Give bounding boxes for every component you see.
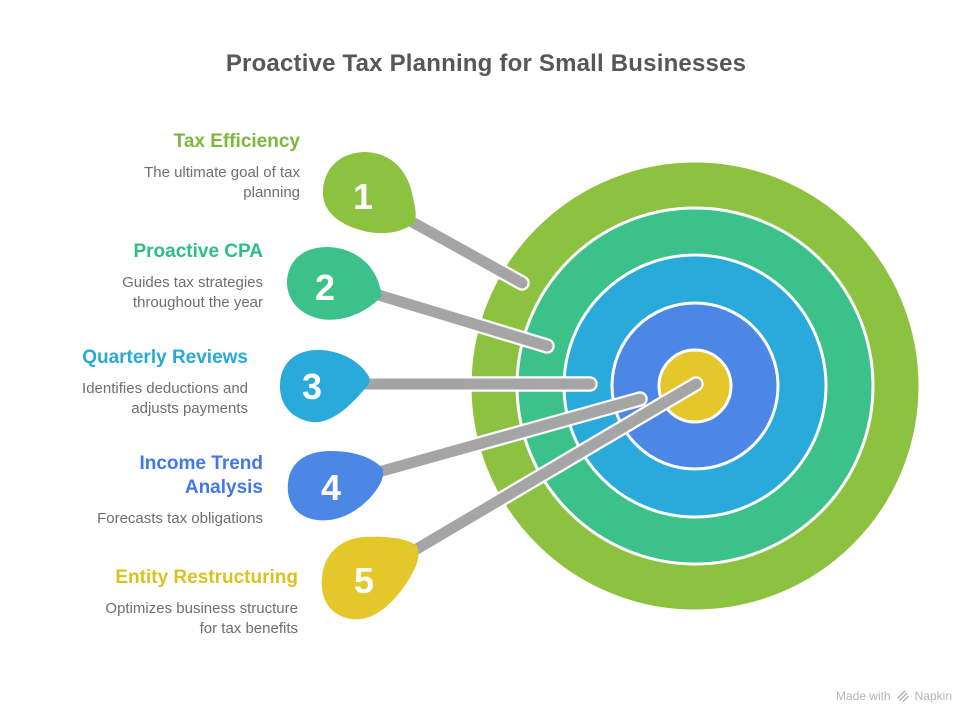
- item-5-description: Optimizes business structure for tax ben…: [105, 599, 298, 639]
- connector-line-5: [404, 378, 702, 559]
- text-line: planning: [243, 184, 300, 201]
- text-line: adjusts payments: [131, 400, 248, 417]
- item-3-quarterly-reviews: Quarterly Reviews Identifies deductions …: [82, 346, 248, 419]
- marker-number-2: 2: [315, 267, 335, 308]
- item-4-title: Income Trend Analysis: [97, 452, 263, 500]
- marker-number-3: 3: [302, 366, 322, 407]
- item-2-title: Proactive CPA: [122, 240, 263, 264]
- connector-line-2: [366, 287, 553, 352]
- text-line: Analysis: [184, 477, 263, 498]
- text-line: Proactive CPA: [133, 241, 263, 262]
- item-1-title: Tax Efficiency: [144, 130, 300, 154]
- connector-line-1: [399, 212, 528, 289]
- napkin-watermark-link[interactable]: Made with Napkin: [836, 689, 952, 703]
- connector-lines: [354, 210, 704, 561]
- marker-number-5: 5: [354, 560, 374, 601]
- text-line: for tax benefits: [199, 620, 298, 637]
- text-line: Guides tax strategies: [122, 274, 263, 291]
- napkin-logo-icon: [896, 690, 909, 702]
- item-5-entity-restructuring: Entity Restructuring Optimizes business …: [105, 566, 298, 639]
- item-3-description: Identifies deductions and adjusts paymen…: [82, 379, 248, 419]
- watermark-brand: Napkin: [914, 689, 952, 703]
- item-2-description: Guides tax strategies throughout the yea…: [122, 273, 263, 313]
- connector-line-4: [369, 393, 646, 479]
- text-line: Identifies deductions and: [82, 380, 248, 397]
- marker-blobs: 1 2 3 4 5: [279, 152, 419, 620]
- text-line: Tax Efficiency: [173, 131, 300, 152]
- item-2-proactive-cpa: Proactive CPA Guides tax strategies thro…: [122, 240, 263, 313]
- item-4-income-trend-analysis: Income Trend Analysis Forecasts tax obli…: [97, 452, 263, 529]
- text-line: Income Trend: [139, 453, 263, 474]
- text-line: Quarterly Reviews: [82, 347, 248, 368]
- item-4-description: Forecasts tax obligations: [97, 509, 263, 529]
- text-line: Entity Restructuring: [115, 567, 298, 588]
- page-title: Proactive Tax Planning for Small Busines…: [225, 50, 747, 77]
- text-line: throughout the year: [132, 294, 263, 311]
- watermark-text: Made with: [835, 689, 891, 703]
- item-3-title: Quarterly Reviews: [82, 346, 248, 370]
- text-line: Optimizes business structure: [105, 600, 298, 617]
- item-5-title: Entity Restructuring: [105, 566, 298, 590]
- item-1-description: The ultimate goal of tax planning: [144, 163, 300, 203]
- marker-number-4: 4: [321, 467, 341, 508]
- marker-blob-3: [279, 350, 370, 423]
- text-line: Forecasts tax obligations: [97, 510, 263, 527]
- item-1-tax-efficiency: Tax Efficiency The ultimate goal of tax …: [144, 130, 300, 203]
- marker-number-1: 1: [353, 176, 373, 217]
- marker-blob-4: [287, 451, 384, 521]
- text-line: The ultimate goal of tax: [144, 164, 300, 181]
- marker-blob-2: [286, 247, 382, 320]
- marker-blob-5: [321, 536, 419, 620]
- marker-blob-1: [322, 152, 416, 234]
